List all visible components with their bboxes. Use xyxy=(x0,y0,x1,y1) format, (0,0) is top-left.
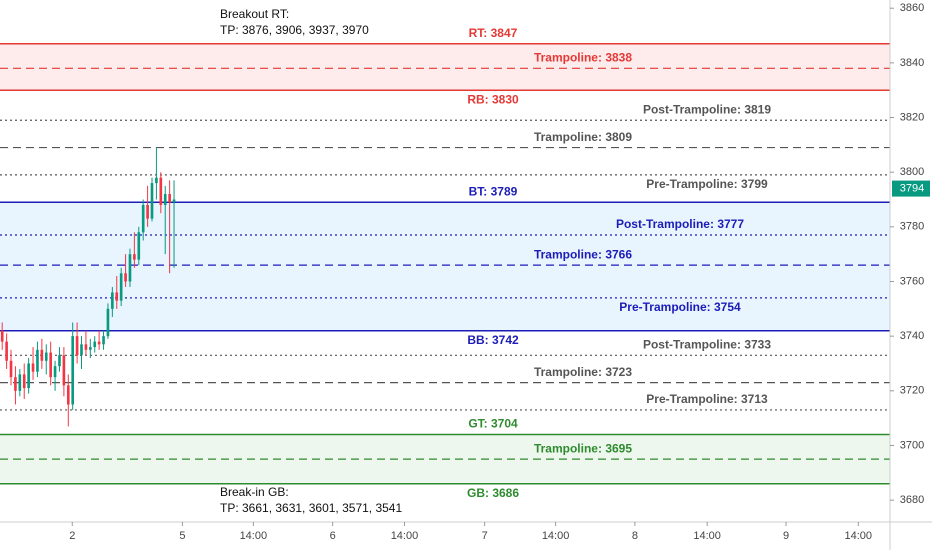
level-label: GT: 3704 xyxy=(468,417,518,431)
candle-body xyxy=(133,254,136,260)
y-tick-label: 3740 xyxy=(900,330,924,342)
annotation: Break-in GB: xyxy=(220,485,289,499)
y-tick-label: 3780 xyxy=(900,221,924,233)
y-tick-label: 3800 xyxy=(900,166,924,178)
y-tick-label: 3760 xyxy=(900,275,924,287)
candle-body xyxy=(111,292,114,309)
y-tick-label: 3720 xyxy=(900,385,924,397)
candle-body xyxy=(31,363,35,372)
candle-body xyxy=(71,336,75,405)
candle-body xyxy=(75,336,79,356)
level-label: RB: 3830 xyxy=(467,92,519,106)
candle-body xyxy=(27,363,30,389)
candle-body xyxy=(146,204,149,219)
candle-body xyxy=(172,199,176,203)
level-label: Trampoline: 3766 xyxy=(534,247,632,261)
candle-body xyxy=(18,374,22,391)
price-tag xyxy=(892,180,930,197)
candle-body xyxy=(80,344,83,356)
candle-body xyxy=(5,341,8,361)
annotation: TP: 3876, 3906, 3937, 3970 xyxy=(220,23,369,37)
candle-body xyxy=(66,385,70,405)
level-label: Pre-Trampoline: 3754 xyxy=(619,300,741,314)
y-tick-label: 3820 xyxy=(900,111,924,123)
level-label: Trampoline: 3723 xyxy=(534,365,632,379)
candle-body xyxy=(40,349,44,361)
y-tick-label: 3700 xyxy=(900,439,924,451)
candle-body xyxy=(36,349,39,372)
candle-body xyxy=(62,355,66,386)
x-tick-label: 6 xyxy=(330,530,336,542)
x-tick-label: 2 xyxy=(69,530,75,542)
candle-body xyxy=(97,341,101,345)
candle-body xyxy=(128,254,132,282)
candle-body xyxy=(58,355,61,367)
candle-body xyxy=(102,336,105,345)
x-tick-label: 7 xyxy=(482,530,488,542)
price-tag-label: 3794 xyxy=(900,182,924,194)
candle-body xyxy=(53,366,57,378)
x-tick-label: 14:00 xyxy=(693,530,721,542)
x-tick-label: 9 xyxy=(783,530,789,542)
level-label: Post-Trampoline: 3733 xyxy=(643,337,771,351)
x-tick-label: 14:00 xyxy=(542,530,570,542)
candle-body xyxy=(93,341,97,348)
candle-body xyxy=(155,177,158,184)
level-label: GB: 3686 xyxy=(467,486,519,500)
level-band xyxy=(0,43,890,91)
level-label: Trampoline: 3838 xyxy=(534,50,632,64)
y-tick-label: 3680 xyxy=(900,494,924,506)
candle-body xyxy=(49,352,52,378)
candle-body xyxy=(115,292,119,301)
candle-body xyxy=(22,374,26,389)
x-tick-label: 5 xyxy=(179,530,185,542)
level-label: Pre-Trampoline: 3713 xyxy=(646,392,768,406)
x-tick-label: 8 xyxy=(632,530,638,542)
candle-body xyxy=(84,344,88,350)
candle-body xyxy=(89,347,92,350)
candle-body xyxy=(168,194,171,203)
level-label: Post-Trampoline: 3777 xyxy=(616,217,744,231)
level-label: Trampoline: 3695 xyxy=(534,441,632,455)
candle-body xyxy=(106,308,110,337)
y-tick-label: 3860 xyxy=(900,2,924,14)
candle-body xyxy=(0,330,4,342)
candle-body xyxy=(124,273,127,282)
candle-body xyxy=(137,232,141,260)
level-label: Pre-Trampoline: 3799 xyxy=(646,177,768,191)
candle-body xyxy=(44,352,48,361)
candle-body xyxy=(141,204,145,233)
candle-body xyxy=(9,360,13,378)
x-tick-label: 14:00 xyxy=(391,530,419,542)
y-tick-label: 3840 xyxy=(900,57,924,69)
x-tick-label: 14:00 xyxy=(845,530,873,542)
candle-body xyxy=(119,273,123,301)
candle-body xyxy=(150,183,154,219)
level-label: RT: 3847 xyxy=(469,26,518,40)
level-label: Post-Trampoline: 3819 xyxy=(643,102,771,116)
candle-body xyxy=(14,377,17,391)
annotation: Breakout RT: xyxy=(220,7,289,21)
level-label: BT: 3789 xyxy=(469,184,518,198)
annotation: TP: 3661, 3631, 3601, 3571, 3541 xyxy=(220,501,402,515)
level-label: BB: 3742 xyxy=(467,333,519,347)
x-tick-label: 14:00 xyxy=(240,530,268,542)
level-band xyxy=(0,202,890,331)
level-label: Trampoline: 3809 xyxy=(534,130,632,144)
candle-body xyxy=(159,177,163,205)
candle-body xyxy=(163,194,167,205)
